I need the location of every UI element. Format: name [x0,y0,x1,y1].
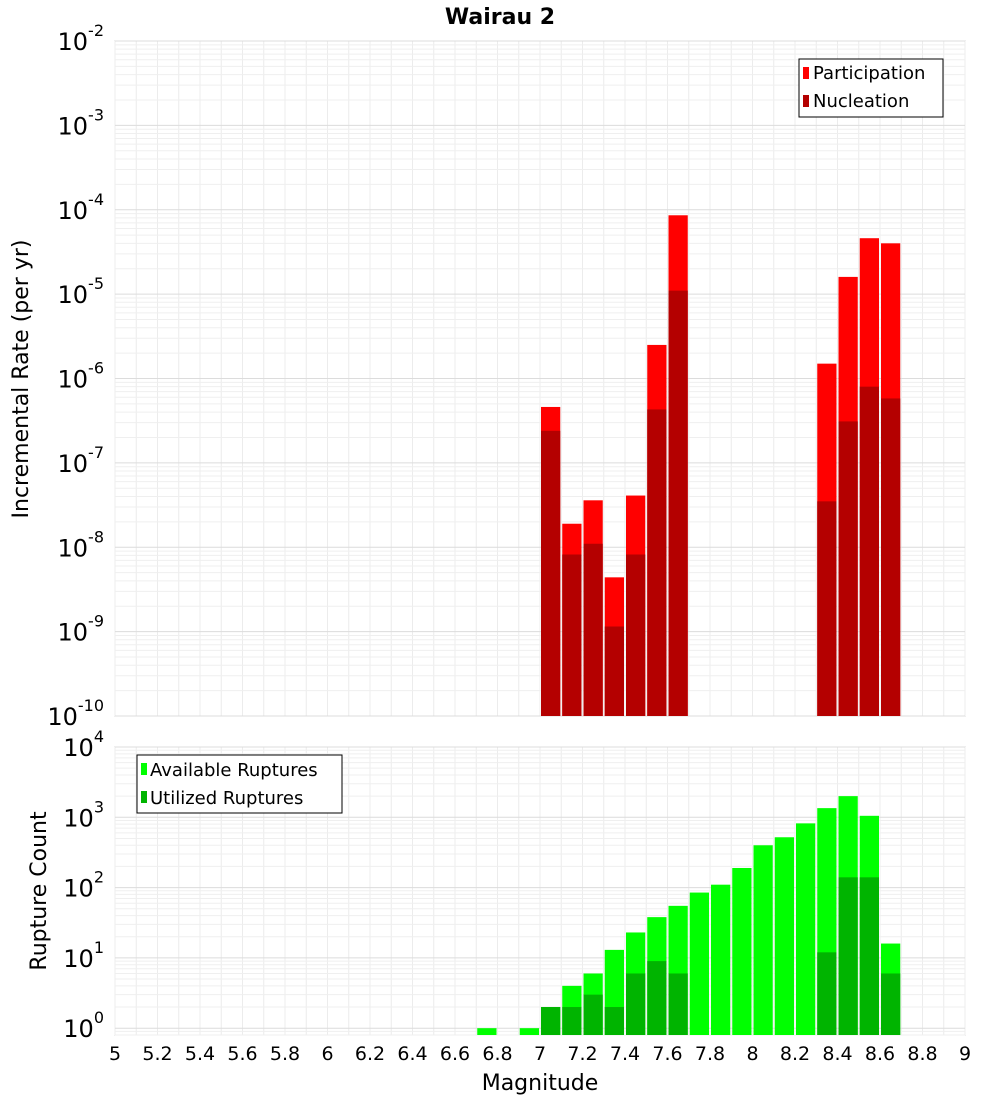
available-ruptures-bar [689,892,709,1035]
utilized-ruptures-bar [668,973,688,1035]
x-tick-label: 8.8 [907,1043,937,1065]
rate-y-tick-label: 10-9 [58,612,105,647]
x-tick-label: 5.2 [142,1043,172,1065]
x-tick-label: 7.4 [610,1043,640,1065]
utilized-ruptures-bar [647,961,667,1035]
count-bars [477,796,901,1035]
utilized-ruptures-bar [626,973,646,1035]
x-tick-label: 5 [109,1043,121,1065]
x-axis-label: Magnitude [482,1071,599,1096]
x-tick-label: 9 [959,1043,971,1065]
available-ruptures-legend-swatch [141,763,147,775]
utilized-ruptures-bar [817,952,837,1035]
rate-y-axis-label: Incremental Rate (per yr) [9,240,34,519]
nucleation-bar [541,430,561,716]
x-tick-label: 8 [746,1043,758,1065]
count-legend: Available Ruptures Utilized Ruptures [136,754,343,814]
nucleation-bar [562,554,582,716]
rate-y-tick-label: 10-3 [58,105,105,140]
rate-y-tick-label: 10-8 [58,527,105,562]
count-y-axis-label: Rupture Count [27,811,52,971]
nucleation-bar [859,386,879,716]
count-y-tick-label: 102 [63,868,104,903]
x-tick-label: 6 [321,1043,333,1065]
available-ruptures-bar [477,1028,497,1035]
chart-title: Wairau 2 [445,5,555,30]
rate-grid [114,40,966,717]
available-ruptures-legend-label: Available Ruptures [150,760,318,781]
nucleation-bar [881,398,901,716]
x-tick-label: 7 [534,1043,546,1065]
x-tick-label: 7.8 [695,1043,725,1065]
nucleation-bar [583,543,603,716]
count-y-tick-label: 101 [63,938,104,973]
count-y-tick-label: 103 [63,797,104,832]
rate-legend-box [798,58,944,118]
available-ruptures-bar [519,1028,539,1035]
count-y-tick-label: 100 [63,1008,104,1043]
count-y-tick-label: 104 [63,727,104,762]
nucleation-bar [604,626,624,716]
x-tick-label: 6.2 [355,1043,385,1065]
x-tick-label: 6.6 [440,1043,470,1065]
nucleation-bar [668,290,688,716]
available-ruptures-bar [796,823,816,1035]
utilized-ruptures-bar [838,877,858,1035]
x-tick-label: 8.6 [865,1043,895,1065]
rate-y-tick-label: 10-7 [58,443,105,478]
nucleation-bar [817,501,837,716]
nucleation-bar [647,409,667,716]
rate-y-tick-label: 10-2 [58,21,105,56]
utilized-ruptures-legend-label: Utilized Ruptures [150,788,303,809]
count-y-tick-labels: 100 101 102 103 104 [63,727,104,1043]
nucleation-bar [838,421,858,716]
participation-legend-swatch [803,67,809,79]
utilized-ruptures-bar [583,994,603,1035]
available-ruptures-bar [711,884,731,1035]
utilized-ruptures-bar [604,1007,624,1035]
rate-y-tick-label: 10-5 [58,274,105,309]
rate-y-tick-label: 10-4 [58,190,105,225]
magnitude-x-tick-labels: 5 5.2 5.4 5.6 5.8 6 6.2 6.4 6.6 6.8 7 7.2 7.4 7.6 7.8 8… [109,1043,971,1065]
x-tick-label: 5.8 [270,1043,300,1065]
utilized-ruptures-bar [541,1007,561,1035]
rate-bars [541,215,901,717]
count-panel: 100 101 102 103 104 5 5.2 5.4 5.6 5.8 6 6.2 6.4 6.6 6… [27,727,971,1096]
rate-panel: 10-10 10-9 10-8 10-7 10-6 10-5 10-4 10-3 10-2 In… [9,21,966,731]
available-ruptures-bar [753,845,773,1035]
rate-y-tick-labels: 10-10 10-9 10-8 10-7 10-6 10-5 10-4 10-3 10-2 [47,21,104,731]
participation-legend-label: Participation [813,63,925,84]
available-ruptures-bar [774,837,794,1035]
utilized-ruptures-legend-swatch [141,791,147,803]
x-tick-label: 6.8 [482,1043,512,1065]
count-legend-box [136,754,343,814]
x-tick-label: 6.4 [397,1043,427,1065]
available-ruptures-bar [732,867,752,1035]
nucleation-legend-label: Nucleation [813,91,909,112]
utilized-ruptures-bar [562,1007,582,1035]
x-tick-label: 7.6 [652,1043,682,1065]
x-tick-label: 5.4 [185,1043,215,1065]
utilized-ruptures-bar [859,877,879,1035]
rate-legend: Participation Nucleation [798,58,944,118]
rate-y-tick-label: 10-6 [58,359,105,394]
utilized-ruptures-bar [881,973,901,1035]
x-tick-label: 8.4 [822,1043,852,1065]
x-tick-label: 7.2 [567,1043,597,1065]
nucleation-legend-swatch [803,95,809,107]
x-tick-label: 8.2 [780,1043,810,1065]
nucleation-bar [626,554,646,716]
rate-y-tick-label: 10-10 [47,696,104,731]
x-tick-label: 5.6 [227,1043,257,1065]
